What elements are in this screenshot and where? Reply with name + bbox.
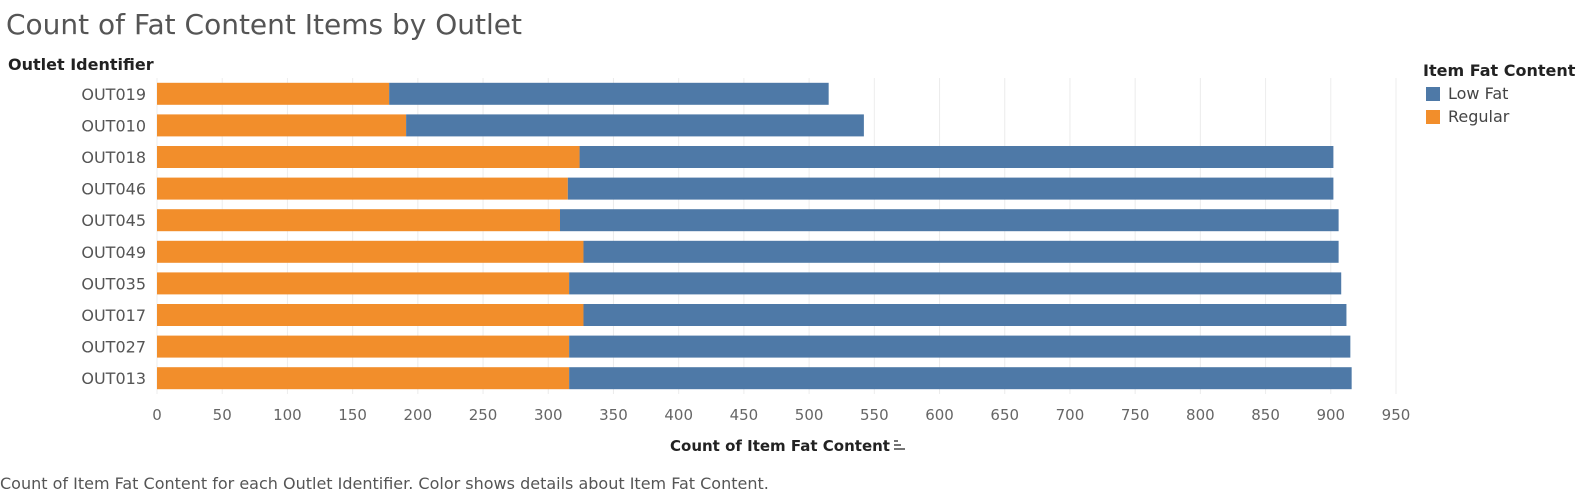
bar-segment-regular[interactable] bbox=[157, 114, 407, 137]
bar-segment-regular[interactable] bbox=[157, 240, 584, 263]
x-tick-label: 300 bbox=[534, 406, 563, 424]
sort-descending-icon[interactable] bbox=[893, 438, 907, 452]
category-label: OUT010 bbox=[81, 116, 146, 135]
x-tick-label: 950 bbox=[1382, 406, 1411, 424]
category-label: OUT035 bbox=[81, 274, 146, 293]
row-header: Outlet Identifier bbox=[8, 55, 154, 74]
bar-segment-low-fat[interactable] bbox=[560, 209, 1339, 232]
bar-segment-low-fat[interactable] bbox=[567, 177, 1334, 200]
bar-segment-low-fat[interactable] bbox=[569, 367, 1352, 390]
x-tick-label: 800 bbox=[1186, 406, 1215, 424]
bar-segment-low-fat[interactable] bbox=[579, 146, 1334, 168]
bar-segment-regular[interactable] bbox=[157, 146, 580, 168]
bar-segment-low-fat[interactable] bbox=[389, 82, 829, 105]
category-label: OUT027 bbox=[81, 338, 146, 357]
x-tick-label: 850 bbox=[1251, 406, 1280, 424]
legend-item-low-fat[interactable]: Low Fat bbox=[1426, 84, 1575, 103]
chart-caption: Count of Item Fat Content for each Outle… bbox=[0, 474, 769, 493]
x-tick-label: 400 bbox=[664, 406, 693, 424]
x-tick-label: 100 bbox=[273, 406, 302, 424]
category-label: OUT045 bbox=[81, 211, 146, 230]
legend-label-low-fat: Low Fat bbox=[1448, 84, 1509, 103]
legend-title: Item Fat Content bbox=[1423, 61, 1576, 80]
x-tick-label: 50 bbox=[213, 406, 232, 424]
bar-segment-low-fat[interactable] bbox=[569, 272, 1342, 295]
category-label: OUT049 bbox=[81, 243, 146, 262]
chart-title: Count of Fat Content Items by Outlet bbox=[6, 8, 522, 41]
bars bbox=[157, 82, 1352, 390]
bar-segment-regular[interactable] bbox=[157, 177, 568, 200]
bar-segment-regular[interactable] bbox=[157, 367, 570, 390]
x-tick-label: 350 bbox=[599, 406, 628, 424]
category-label: OUT046 bbox=[81, 180, 146, 199]
bar-segment-regular[interactable] bbox=[157, 209, 561, 232]
category-label: OUT019 bbox=[81, 85, 146, 104]
bar-segment-low-fat[interactable] bbox=[583, 240, 1339, 263]
x-axis-title: Count of Item Fat Content bbox=[670, 437, 890, 455]
bar-segment-low-fat[interactable] bbox=[406, 114, 864, 137]
legend-item-regular[interactable]: Regular bbox=[1426, 107, 1575, 126]
x-tick-label: 750 bbox=[1121, 406, 1150, 424]
legend-label-regular: Regular bbox=[1448, 107, 1510, 126]
x-tick-label: 250 bbox=[469, 406, 498, 424]
bar-segment-regular[interactable] bbox=[157, 335, 570, 358]
bar-segment-low-fat[interactable] bbox=[569, 335, 1351, 358]
x-tick-label: 150 bbox=[338, 406, 367, 424]
bar-segment-regular[interactable] bbox=[157, 272, 570, 295]
bar-segment-low-fat[interactable] bbox=[583, 304, 1347, 326]
x-tick-label: 600 bbox=[925, 406, 954, 424]
bar-segment-regular[interactable] bbox=[157, 304, 584, 326]
x-tick-label: 900 bbox=[1316, 406, 1345, 424]
x-tick-label: 0 bbox=[152, 406, 162, 424]
x-tick-label: 650 bbox=[990, 406, 1019, 424]
legend-swatch-low-fat bbox=[1426, 86, 1440, 101]
x-tick-label: 700 bbox=[1056, 406, 1085, 424]
category-labels: OUT019 OUT010 OUT018 OUT046 OUT045 OUT049 OUT0… bbox=[81, 85, 146, 388]
x-tick-label: 550 bbox=[860, 406, 889, 424]
category-label: OUT013 bbox=[81, 369, 146, 388]
x-tick-label: 450 bbox=[730, 406, 759, 424]
x-tick-label: 500 bbox=[795, 406, 824, 424]
bar-segment-regular[interactable] bbox=[157, 82, 390, 105]
x-tick-label: 200 bbox=[404, 406, 433, 424]
legend: Item Fat Content Low Fat Regular bbox=[1423, 61, 1575, 126]
category-label: OUT017 bbox=[81, 306, 146, 325]
x-tick-labels: 0 50 100 150 200 250 300 350 400 450 500 550 600 650 7… bbox=[152, 406, 1410, 424]
legend-swatch-regular bbox=[1426, 109, 1440, 124]
category-label: OUT018 bbox=[81, 148, 146, 167]
